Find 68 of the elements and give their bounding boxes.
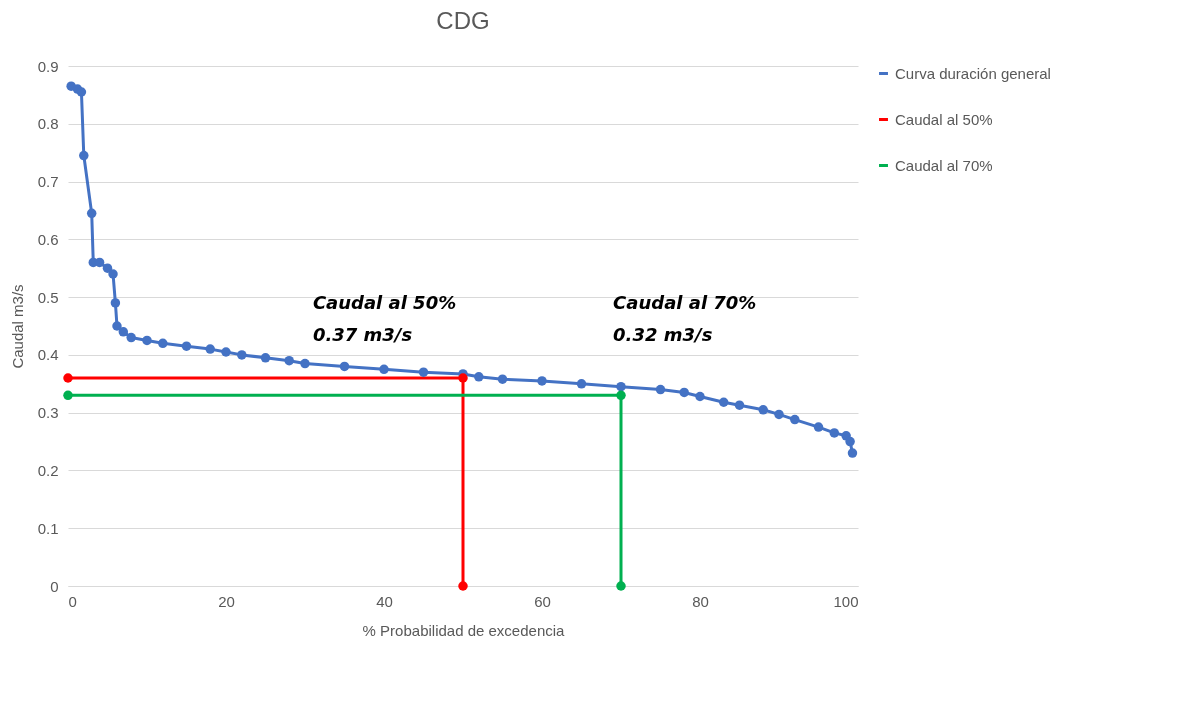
point bbox=[847, 448, 858, 458]
point bbox=[237, 350, 247, 360]
point bbox=[497, 374, 508, 384]
point bbox=[158, 338, 168, 349]
point bbox=[79, 150, 89, 161]
point bbox=[260, 353, 271, 363]
x-tick-label: 0 bbox=[68, 592, 77, 610]
point bbox=[616, 381, 626, 392]
point bbox=[576, 379, 587, 389]
point bbox=[655, 384, 666, 395]
point bbox=[695, 391, 705, 402]
point bbox=[845, 436, 855, 447]
x-tick-label: 20 bbox=[218, 592, 235, 610]
point bbox=[718, 397, 729, 407]
point bbox=[205, 344, 215, 354]
point bbox=[76, 87, 87, 97]
point bbox=[418, 367, 429, 377]
point bbox=[474, 372, 484, 382]
point bbox=[86, 208, 97, 219]
y-tick-label: 0.9 bbox=[37, 57, 59, 75]
point bbox=[458, 373, 468, 383]
point bbox=[813, 422, 824, 432]
point bbox=[284, 355, 294, 366]
point bbox=[110, 298, 121, 308]
point bbox=[537, 376, 547, 386]
annotation: Caudal al 70% 0.32 m3/s bbox=[613, 291, 757, 345]
point bbox=[112, 321, 122, 331]
point bbox=[108, 269, 118, 279]
point bbox=[829, 428, 840, 438]
y-tick-label: 0.4 bbox=[37, 346, 59, 364]
point bbox=[181, 341, 192, 351]
legend-label: Caudal al 70% bbox=[895, 156, 993, 174]
point bbox=[118, 327, 129, 337]
point bbox=[379, 364, 389, 375]
y-tick-label: 0.3 bbox=[37, 404, 59, 422]
y-tick-label: 0.5 bbox=[37, 288, 59, 306]
x-tick-label: 100 bbox=[833, 592, 859, 610]
chart-title: CDG bbox=[436, 7, 490, 34]
point bbox=[616, 581, 626, 591]
point bbox=[616, 390, 626, 401]
point bbox=[758, 405, 768, 415]
point bbox=[63, 390, 73, 401]
y-tick-label: 0 bbox=[50, 577, 59, 595]
point bbox=[63, 373, 73, 383]
point bbox=[221, 347, 231, 357]
annotation: Caudal al 50% 0.37 m3/s bbox=[312, 291, 457, 345]
x-tick-label: 40 bbox=[376, 592, 393, 610]
point bbox=[102, 263, 113, 273]
point bbox=[774, 409, 784, 420]
point bbox=[790, 414, 800, 425]
point bbox=[142, 335, 152, 346]
legend-label: Curva duración general bbox=[895, 64, 1051, 82]
x-tick-label: 80 bbox=[692, 592, 709, 610]
legend-label: Caudal al 50% bbox=[895, 110, 993, 128]
point bbox=[126, 332, 136, 343]
point bbox=[679, 387, 689, 398]
y-tick-label: 0.1 bbox=[37, 519, 59, 537]
x-tick-label: 60 bbox=[534, 592, 551, 610]
y-axis-title: Caudal m3/s bbox=[8, 284, 26, 369]
point bbox=[339, 361, 350, 372]
x-axis-title: % Probabilidad de excedencia bbox=[362, 621, 566, 639]
y-tick-label: 0.8 bbox=[37, 115, 59, 133]
point bbox=[300, 358, 310, 369]
y-tick-label: 0.7 bbox=[37, 173, 59, 191]
point bbox=[458, 581, 468, 591]
y-tick-label: 0.2 bbox=[37, 461, 59, 479]
point bbox=[734, 400, 745, 410]
y-tick-label: 0.6 bbox=[37, 230, 59, 248]
